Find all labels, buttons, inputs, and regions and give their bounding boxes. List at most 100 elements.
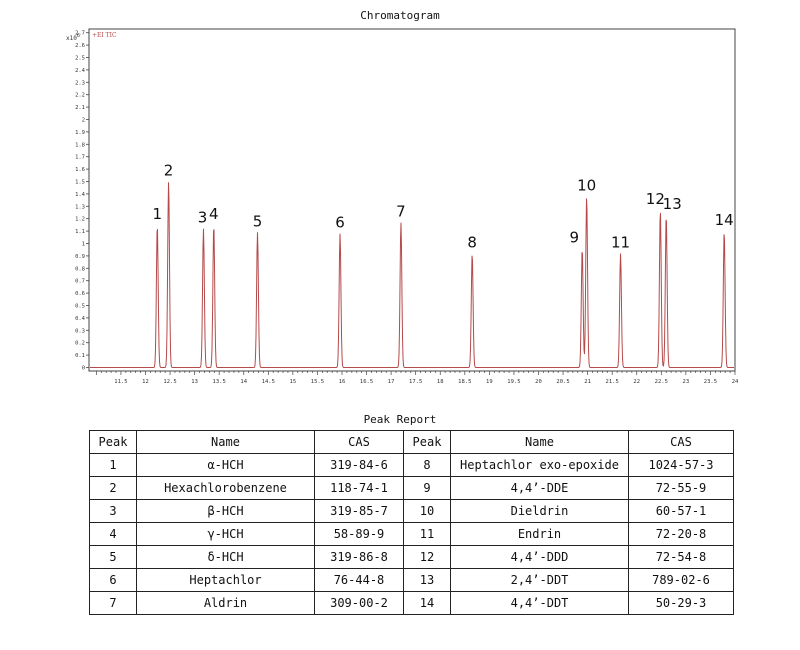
compound-name-cell: Heptachlor xyxy=(136,568,315,592)
chart-title: Chromatogram xyxy=(360,9,440,22)
peak-number-cell: 1 xyxy=(89,453,137,477)
x-tick-label: 12.5 xyxy=(163,379,176,385)
x-tick-label: 16.5 xyxy=(360,379,373,385)
compound-name-cell: Aldrin xyxy=(136,591,315,615)
table-row: 2 Hexachlorobenzene 118-74-1 9 4,4’-DDE 72-55… xyxy=(89,476,734,500)
y-tick-label: 1.9 xyxy=(75,130,85,136)
peak-number-cell: 8 xyxy=(403,453,451,477)
peak-number-cell: 6 xyxy=(89,568,137,592)
y-tick-label: 1.1 xyxy=(75,229,85,235)
table-row: 1 α-HCH 319-84-6 8 Heptachlor exo-epoxide 102… xyxy=(89,453,734,477)
compound-name-cell: 4,4’-DDD xyxy=(450,545,629,569)
cas-number-cell: 309-00-2 xyxy=(314,591,404,615)
x-tick-label: 14.5 xyxy=(262,379,275,385)
table-row: 4 γ-HCH 58-89-9 11 Endrin 72-20-8 xyxy=(89,522,734,546)
peak-label: 10 xyxy=(577,176,596,194)
peak-number-cell: 12 xyxy=(403,545,451,569)
x-tick-label: 20 xyxy=(535,379,542,385)
peak-label: 9 xyxy=(569,228,579,246)
x-tick-label: 15 xyxy=(290,379,297,385)
compound-name-cell: 2,4’-DDT xyxy=(450,568,629,592)
y-tick-label: 2.3 xyxy=(75,80,85,86)
peak-number-cell: 13 xyxy=(403,568,451,592)
y-tick-label: 0.4 xyxy=(75,316,86,322)
cas-number-cell: 50-29-3 xyxy=(628,591,734,615)
peak-number-cell: 5 xyxy=(89,545,137,569)
cas-number-cell: 72-55-9 xyxy=(628,476,734,500)
x-tick-label: 14 xyxy=(240,379,247,385)
x-tick-label: 16 xyxy=(339,379,346,385)
x-tick-label: 19.5 xyxy=(507,379,520,385)
x-tick-label: 12 xyxy=(142,379,149,385)
y-axis: 0 0.1 0.2 0.3 0.4 0.5 0.6 0.7 0.8 0.9 1 1.1 1.2 1.3 1.… xyxy=(75,31,89,372)
table-row: 6 Heptachlor 76-44-8 13 2,4’-DDT 789-02-6 xyxy=(89,568,734,592)
tic-trace xyxy=(90,182,734,368)
peak-label: 5 xyxy=(253,212,263,230)
y-tick-label: 2.1 xyxy=(75,105,85,111)
peak-label: 13 xyxy=(663,195,682,213)
peak-number-cell: 11 xyxy=(403,522,451,546)
x-tick-label: 18 xyxy=(437,379,444,385)
compound-name-cell: δ-HCH xyxy=(136,545,315,569)
compound-name-cell: β-HCH xyxy=(136,499,315,523)
header-cas: CAS xyxy=(314,430,404,454)
cas-number-cell: 319-86-8 xyxy=(314,545,404,569)
peak-label: 2 xyxy=(164,162,174,180)
x-tick-label: 18.5 xyxy=(458,379,471,385)
cas-number-cell: 319-84-6 xyxy=(314,453,404,477)
compound-name-cell: γ-HCH xyxy=(136,522,315,546)
peak-number-cell: 14 xyxy=(403,591,451,615)
x-tick-label: 23 xyxy=(683,379,690,385)
y-tick-label: 2.2 xyxy=(75,93,85,99)
cas-number-cell: 319-85-7 xyxy=(314,499,404,523)
y-tick-label: 0.5 xyxy=(75,304,85,310)
cas-number-cell: 789-02-6 xyxy=(628,568,734,592)
header-name: Name xyxy=(136,430,315,454)
peak-label: 12 xyxy=(646,190,665,208)
peak-number-cell: 3 xyxy=(89,499,137,523)
x-tick-label: 20.5 xyxy=(556,379,569,385)
y-tick-label: 2.7 xyxy=(75,31,85,37)
plot-frame xyxy=(88,28,736,372)
y-tick-label: 1.2 xyxy=(75,217,85,223)
header-peak: Peak xyxy=(89,430,137,454)
y-tick-label: 2.6 xyxy=(75,43,85,49)
peak-label: 11 xyxy=(611,233,630,251)
table-row: 5 δ-HCH 319-86-8 12 4,4’-DDD 72-54-8 xyxy=(89,545,734,569)
cas-number-cell: 118-74-1 xyxy=(314,476,404,500)
y-tick-label: 1.6 xyxy=(75,167,85,173)
peak-label: 6 xyxy=(335,214,345,232)
cas-number-cell: 76-44-8 xyxy=(314,568,404,592)
header-peak-2: Peak xyxy=(403,430,451,454)
x-tick-label: 17 xyxy=(388,379,395,385)
table-row: 3 β-HCH 319-85-7 10 Dieldrin 60-57-1 xyxy=(89,499,734,523)
y-tick-label: 0.6 xyxy=(75,291,85,297)
y-tick-label: 1.7 xyxy=(75,155,85,161)
peak-label: 4 xyxy=(209,205,219,223)
y-tick-label: 0.9 xyxy=(75,254,85,260)
cas-number-cell: 58-89-9 xyxy=(314,522,404,546)
peak-number-cell: 9 xyxy=(403,476,451,500)
report-title: Peak Report xyxy=(363,413,437,426)
y-tick-label: 1.4 xyxy=(75,192,86,198)
y-tick-label: 0.3 xyxy=(75,328,85,334)
y-tick-label: 1.3 xyxy=(75,204,85,210)
compound-name-cell: Hexachlorobenzene xyxy=(136,476,315,500)
peak-label: 14 xyxy=(715,211,734,229)
peak-number-cell: 2 xyxy=(89,476,137,500)
y-tick-label: 1 xyxy=(82,242,85,248)
compound-name-cell: Heptachlor exo-epoxide xyxy=(450,453,629,477)
peak-number-cell: 10 xyxy=(403,499,451,523)
trace-label: +EI TIC xyxy=(92,32,117,39)
table-row: 7 Aldrin 309-00-2 14 4,4’-DDT 50-29-3 xyxy=(89,591,734,615)
peak-report-table: Peak Name CAS Peak Name CAS 1 α-HCH 319-84… xyxy=(89,430,734,615)
cas-number-cell: 1024-57-3 xyxy=(628,453,734,477)
compound-name-cell: Dieldrin xyxy=(450,499,629,523)
peak-number-cell: 4 xyxy=(89,522,137,546)
header-name-2: Name xyxy=(450,430,629,454)
chromatogram-plot: x106 +EI TIC 0 0.1 0.2 0.3 0.4 0.5 0.6 0.7 0.8 0.… xyxy=(66,28,739,385)
y-tick-label: 2.4 xyxy=(75,68,86,74)
y-tick-label: 2.5 xyxy=(75,56,85,62)
x-tick-label: 23.5 xyxy=(704,379,717,385)
